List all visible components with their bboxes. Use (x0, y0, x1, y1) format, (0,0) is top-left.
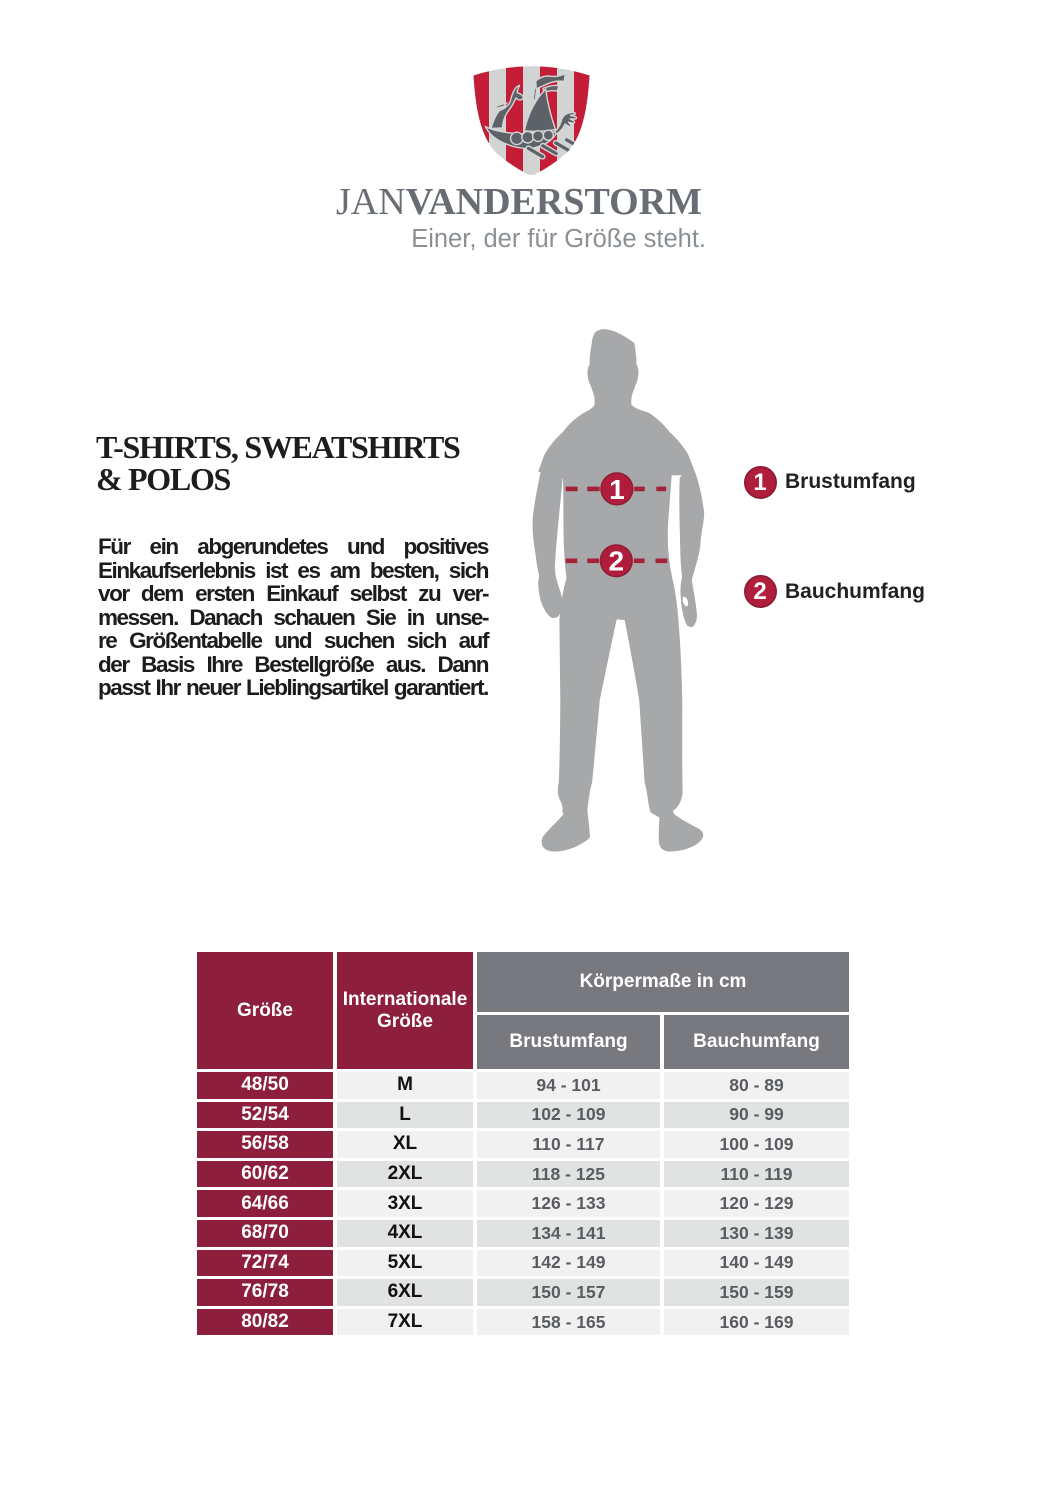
svg-text:1: 1 (609, 474, 625, 505)
svg-text:2: 2 (609, 546, 625, 577)
